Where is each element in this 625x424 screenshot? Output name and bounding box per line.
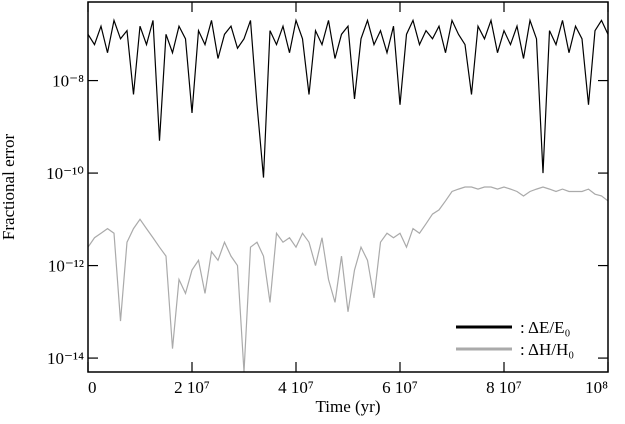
x-tick-label: 10⁸: [585, 378, 608, 397]
data-line: [87, 18, 609, 178]
x-tick-label: 6 10⁷: [382, 378, 418, 397]
x-axis-title: Time (yr): [315, 397, 380, 416]
y-tick-label: 10⁻¹²: [48, 257, 84, 276]
plot-frame: [87, 1, 609, 373]
y-tick-label: 10⁻⁸: [52, 72, 84, 91]
x-tick-label: 0: [88, 378, 97, 397]
y-tick-label: 10⁻¹⁰: [46, 164, 84, 183]
y-tick-label: 10⁻¹⁴: [47, 349, 84, 368]
legend-label: : ΔE/E₀: [520, 318, 570, 337]
x-tick-label: 2 10⁷: [174, 378, 210, 397]
x-tick-label: 8 10⁷: [486, 378, 522, 397]
legend-label: : ΔH/H₀: [520, 340, 574, 359]
data-line: [87, 186, 609, 373]
y-axis-title: Fractional error: [0, 134, 18, 241]
x-tick-label: 4 10⁷: [278, 378, 314, 397]
